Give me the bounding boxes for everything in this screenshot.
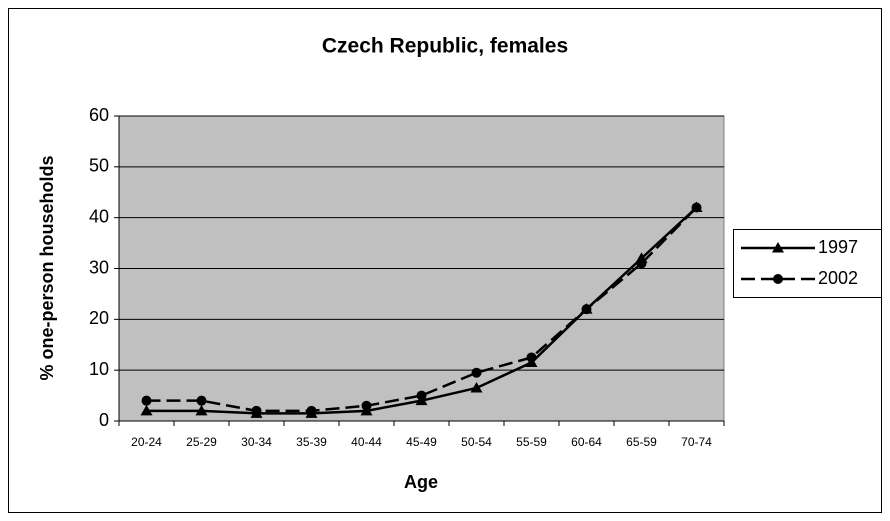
- y-tick-label: 60: [89, 105, 109, 125]
- legend-label: 2002: [818, 268, 858, 288]
- series-marker: [416, 390, 427, 401]
- x-tick-label: 60-64: [571, 435, 602, 449]
- series-marker: [196, 395, 207, 406]
- series-marker: [691, 202, 702, 213]
- y-axis-label: % one-person households: [37, 155, 57, 380]
- y-tick-label: 40: [89, 206, 109, 226]
- x-tick-label: 70-74: [681, 435, 712, 449]
- series-marker: [526, 352, 537, 363]
- x-tick-label: 40-44: [351, 435, 382, 449]
- y-tick-label: 10: [89, 359, 109, 379]
- legend-label: 1997: [818, 237, 858, 257]
- series-marker: [361, 400, 372, 411]
- x-tick-label: 50-54: [461, 435, 492, 449]
- y-tick-label: 30: [89, 257, 109, 277]
- legend-box: [733, 229, 882, 298]
- x-tick-label: 25-29: [186, 435, 217, 449]
- series-marker: [636, 258, 647, 269]
- legend-marker: [772, 242, 784, 253]
- series-marker: [140, 404, 153, 416]
- series-marker: [195, 404, 208, 416]
- series-marker: [141, 395, 152, 406]
- series-marker: [251, 405, 262, 416]
- x-tick-label: 20-24: [131, 435, 162, 449]
- x-tick-label: 45-49: [406, 435, 437, 449]
- x-axis-label: Age: [404, 472, 438, 492]
- series-marker: [581, 304, 592, 315]
- x-tick-label: 55-59: [516, 435, 547, 449]
- series-marker: [470, 381, 483, 393]
- series-marker: [471, 367, 482, 378]
- x-tick-label: 35-39: [296, 435, 327, 449]
- series-line: [146, 206, 698, 413]
- legend-marker: [773, 274, 783, 284]
- series-marker: [306, 405, 317, 416]
- x-tick-label: 65-59: [626, 435, 657, 449]
- y-tick-label: 50: [89, 156, 109, 176]
- y-tick-label: 20: [89, 308, 109, 328]
- chart-title: Czech Republic, females: [322, 35, 568, 58]
- y-tick-label: 0: [99, 410, 109, 430]
- x-tick-label: 30-34: [241, 435, 272, 449]
